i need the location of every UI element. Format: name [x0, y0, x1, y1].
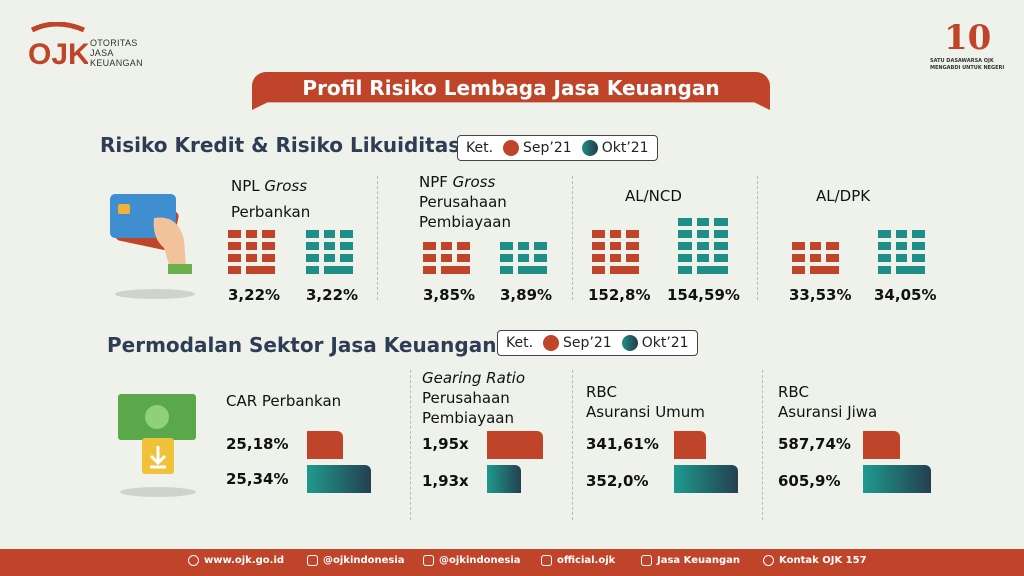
aldpk-okt-value: 34,05% — [874, 286, 937, 304]
section1-divider-1 — [377, 176, 378, 300]
rbc-jiwa-okt-value: 605,9% — [778, 472, 841, 490]
gearing-sep-value: 1,95x — [422, 435, 469, 453]
footer-link[interactable]: official.ojk — [541, 555, 615, 566]
section1-title: Risiko Kredit & Risiko Likuiditas — [100, 133, 461, 157]
alncd-okt-value: 154,59% — [667, 286, 740, 304]
sep-metric-glyph — [792, 240, 839, 276]
footer-link[interactable]: @ojkindonesia — [307, 555, 405, 566]
legend2-okt-label: Okt’21 — [641, 335, 689, 351]
legend-okt-dot — [581, 140, 598, 156]
okt-metric-glyph — [500, 240, 547, 276]
section2-divider-1 — [410, 370, 411, 520]
section1-divider-2 — [572, 176, 573, 300]
footer-link-text: Kontak OJK 157 — [779, 555, 867, 566]
okt-metric-glyph — [678, 216, 728, 276]
footer-link-text: @ojkindonesia — [323, 555, 405, 566]
npl-okt-value: 3,22% — [306, 286, 359, 304]
rbc-umum-okt-value: 352,0% — [586, 472, 649, 490]
sep-metric-glyph — [592, 228, 639, 276]
footer-link[interactable]: @ojkindonesia — [423, 555, 521, 566]
gearing-okt-value: 1,93x — [422, 472, 469, 490]
okt-metric-glyph — [878, 228, 925, 276]
sep-bar — [307, 431, 343, 459]
rbc-umum-label: RBC Asuransi Umum — [586, 383, 705, 421]
okt-bar — [674, 465, 738, 493]
npf-sep-value: 3,85% — [423, 286, 476, 304]
anniversary-line-2: MENGABDI UNTUK NEGERI — [930, 65, 1005, 71]
section2-legend: Ket. Sep’21 Okt’21 — [497, 330, 698, 356]
section2-divider-3 — [762, 370, 763, 520]
npf-gross-label: NPF Gross Perusahaan Pembiayaan — [419, 173, 511, 231]
globe-icon — [188, 555, 199, 566]
car-perbankan-label: CAR Perbankan — [226, 392, 342, 410]
rbc-jiwa-sep-value: 587,74% — [778, 435, 851, 453]
footer-bar — [0, 549, 1024, 576]
page-title: Profil Risiko Lembaga Jasa Keuangan — [302, 76, 720, 100]
footer-link-text: official.ojk — [557, 555, 616, 566]
al-ncd-label: AL/NCD — [625, 187, 682, 205]
logo-line-2: JASA — [90, 48, 114, 58]
anniversary-number: 10 — [944, 18, 992, 58]
section2-title: Permodalan Sektor Jasa Keuangan — [107, 333, 497, 357]
al-dpk-label: AL/DPK — [816, 187, 871, 205]
section1-legend: Ket. Sep’21 Okt’21 — [457, 135, 658, 161]
okt-metric-glyph — [306, 228, 353, 276]
instagram-icon — [423, 555, 434, 566]
footer-link-text: @ojkindonesia — [439, 555, 521, 566]
aldpk-sep-value: 33,53% — [789, 286, 852, 304]
npl-sep-value: 3,22% — [228, 286, 281, 304]
ojk-logo-mark: OJK — [28, 21, 90, 71]
okt-bar — [863, 465, 931, 493]
npf-okt-value: 3,89% — [500, 286, 553, 304]
sep-bar — [674, 431, 706, 459]
footer-link-text: www.ojk.go.id — [204, 555, 285, 566]
logo-line-1: OTORITAS — [90, 38, 138, 48]
section1-divider-3 — [757, 176, 758, 300]
gearing-ratio-label: Gearing Ratio Perusahaan Pembiayaan — [422, 369, 526, 427]
logo-line-3: KEUANGAN — [90, 58, 143, 68]
credit-card-hand-illustration — [110, 194, 195, 299]
footer-link[interactable]: Kontak OJK 157 — [763, 555, 867, 566]
car-sep-value: 25,18% — [226, 435, 289, 453]
legend2-okt-dot — [621, 335, 638, 351]
legend2-sep-label: Sep’21 — [563, 335, 612, 351]
footer-link-text: Jasa Keuangan — [657, 555, 741, 566]
rbc-jiwa-label: RBC Asuransi Jiwa — [778, 383, 878, 421]
money-download-illustration — [118, 394, 196, 497]
sep-metric-glyph — [423, 240, 470, 276]
footer-link[interactable]: Jasa Keuangan — [641, 555, 740, 566]
legend-ket: Ket. — [466, 140, 494, 156]
legend-sep-label: Sep’21 — [523, 140, 572, 156]
sep-bar — [863, 431, 900, 459]
legend-sep-dot — [503, 140, 520, 156]
anniversary-line-1: SATU DASAWARSA OJK — [930, 58, 994, 64]
okt-bar — [487, 465, 521, 493]
footer-link[interactable]: www.ojk.go.id — [188, 555, 284, 566]
svg-text:OJK: OJK — [28, 38, 88, 70]
legend2-ket: Ket. — [506, 335, 534, 351]
rbc-umum-sep-value: 341,61% — [586, 435, 659, 453]
youtube-icon — [641, 555, 652, 566]
npl-gross-label: NPL Gross Perbankan — [231, 177, 311, 221]
legend2-sep-dot — [543, 335, 560, 351]
ojk-logo: OJK OTORITAS JASA KEUANGAN — [26, 21, 156, 72]
anniversary-logo: 10 SATU DASAWARSA OJK MENGABDI UNTUK NEG… — [930, 18, 1010, 78]
sep-metric-glyph — [228, 228, 275, 276]
phone-icon — [763, 555, 774, 566]
section2-divider-2 — [572, 370, 573, 520]
car-okt-value: 25,34% — [226, 470, 289, 488]
alncd-sep-value: 152,8% — [588, 286, 651, 304]
sep-bar — [487, 431, 543, 459]
okt-bar — [307, 465, 371, 493]
twitter-icon — [307, 555, 318, 566]
facebook-icon — [541, 555, 552, 566]
legend-okt-label: Okt’21 — [601, 140, 649, 156]
